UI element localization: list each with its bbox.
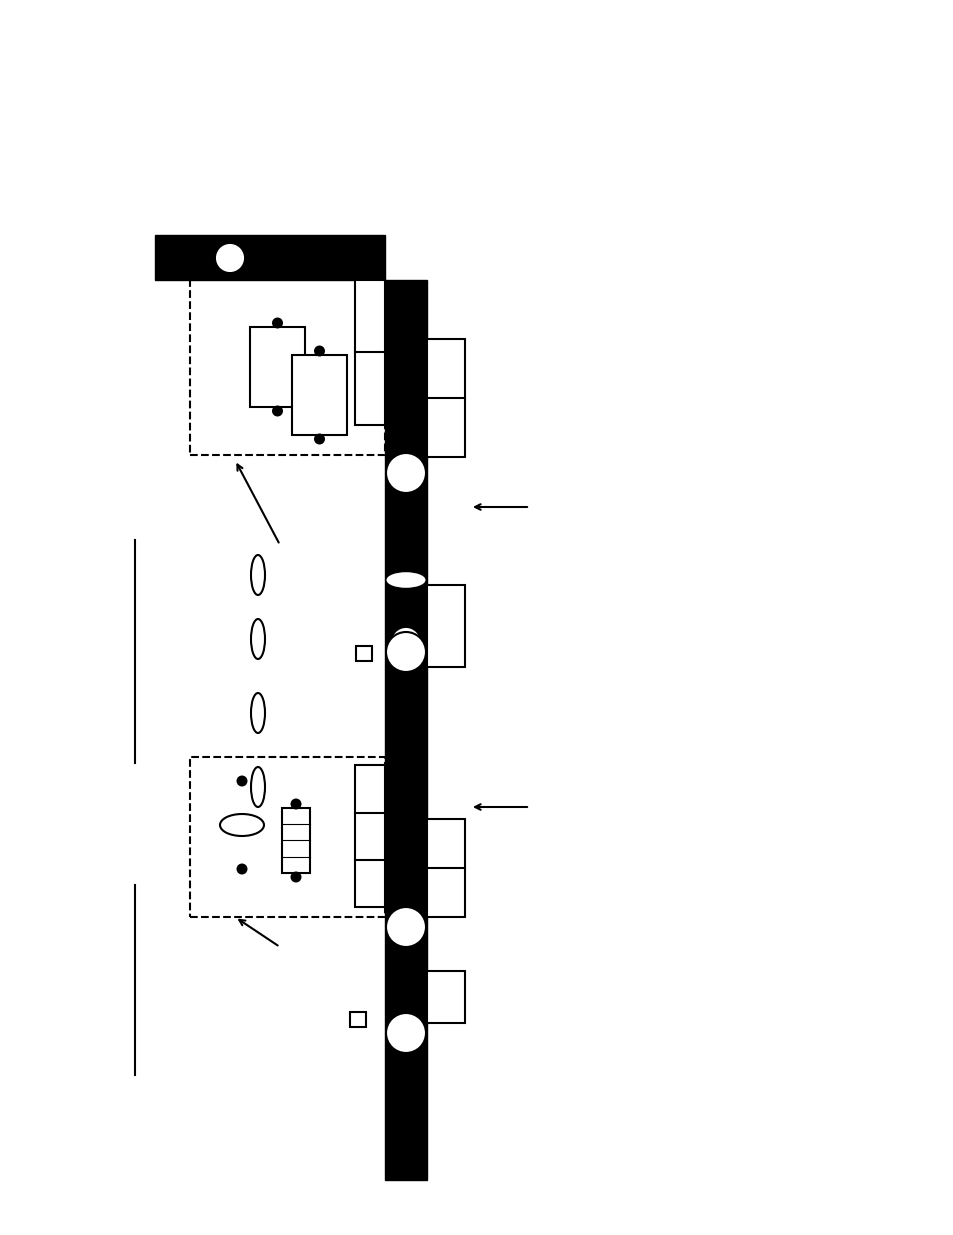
Circle shape	[386, 632, 426, 672]
Circle shape	[272, 405, 283, 416]
Bar	[427, 971, 464, 1023]
Bar	[355, 764, 385, 906]
Ellipse shape	[386, 572, 425, 588]
Ellipse shape	[251, 693, 265, 734]
Circle shape	[386, 453, 426, 493]
Bar	[385, 280, 427, 1179]
Circle shape	[291, 799, 301, 809]
Bar	[190, 757, 385, 918]
Ellipse shape	[220, 814, 264, 836]
Circle shape	[393, 629, 418, 655]
Bar	[355, 646, 372, 661]
Bar	[292, 354, 347, 435]
Bar	[427, 338, 464, 457]
Circle shape	[314, 346, 325, 357]
Bar	[350, 1011, 366, 1028]
Circle shape	[291, 872, 301, 883]
Bar	[355, 280, 385, 425]
Circle shape	[314, 433, 325, 445]
Ellipse shape	[251, 619, 265, 659]
Circle shape	[216, 245, 243, 270]
Circle shape	[386, 1013, 426, 1053]
Circle shape	[236, 863, 247, 874]
Bar	[154, 235, 385, 280]
Circle shape	[272, 317, 283, 329]
Circle shape	[236, 776, 247, 787]
Ellipse shape	[251, 767, 265, 806]
Bar	[282, 808, 310, 873]
Bar	[250, 327, 305, 408]
Ellipse shape	[251, 555, 265, 595]
Bar	[427, 585, 464, 667]
Bar	[190, 275, 385, 454]
Circle shape	[386, 906, 426, 947]
Bar	[427, 819, 464, 918]
